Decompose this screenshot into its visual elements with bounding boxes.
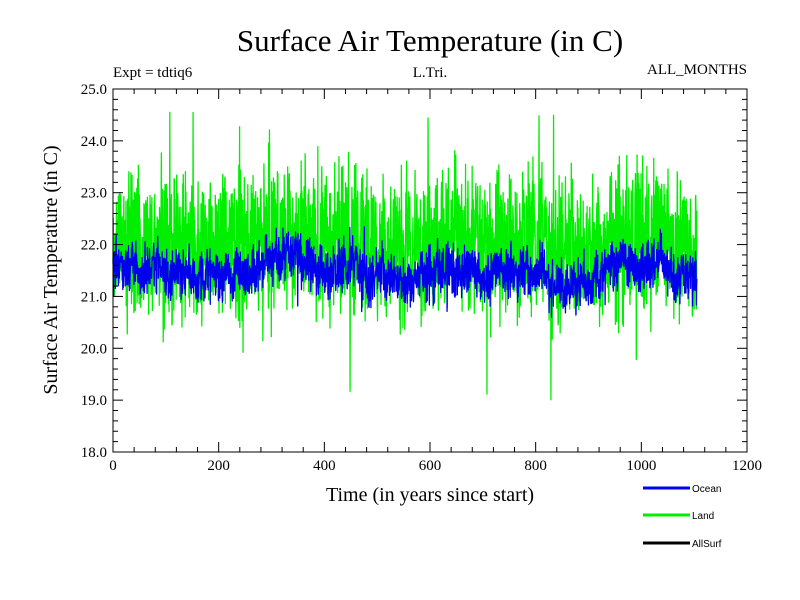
y-tick-label: 19.0	[81, 393, 107, 409]
x-axis-label: Time (in years since start)	[326, 484, 534, 506]
y-tick-label: 18.0	[81, 445, 107, 461]
x-tick-label: 800	[524, 458, 547, 474]
y-tick-label: 25.0	[81, 82, 107, 98]
x-tick-label: 1000	[626, 458, 656, 474]
legend: Ocean Land AllSurf	[643, 484, 722, 550]
y-tick-label: 22.0	[81, 238, 107, 254]
y-axis-label: Surface Air Temperature (in C)	[40, 145, 62, 394]
y-axis: 18.0 19.0 20.0 21.0 22.0 23.0 24.0 25.0	[81, 82, 747, 461]
x-axis: 0 200 400 600 800 1000 1200	[109, 89, 762, 474]
plot-series	[112, 111, 698, 401]
chart-title: Surface Air Temperature (in C)	[237, 23, 623, 58]
grid-label: L.Tri.	[413, 65, 447, 81]
experiment-label: Expt = tdtiq6	[113, 65, 193, 81]
x-tick-label: 0	[109, 458, 117, 474]
series-line-ocean	[112, 226, 698, 318]
y-tick-label: 23.0	[81, 186, 107, 202]
x-tick-label: 600	[419, 458, 442, 474]
x-tick-label: 400	[313, 458, 336, 474]
legend-label-allsurf: AllSurf	[692, 539, 722, 550]
legend-label-land: Land	[692, 511, 714, 522]
x-tick-label: 200	[207, 458, 230, 474]
months-label: ALL_MONTHS	[647, 62, 747, 78]
legend-label-ocean: Ocean	[692, 484, 721, 495]
y-tick-label: 24.0	[81, 134, 107, 150]
x-tick-label: 1200	[732, 458, 762, 474]
y-tick-label: 20.0	[81, 341, 107, 357]
y-tick-label: 21.0	[81, 289, 107, 305]
